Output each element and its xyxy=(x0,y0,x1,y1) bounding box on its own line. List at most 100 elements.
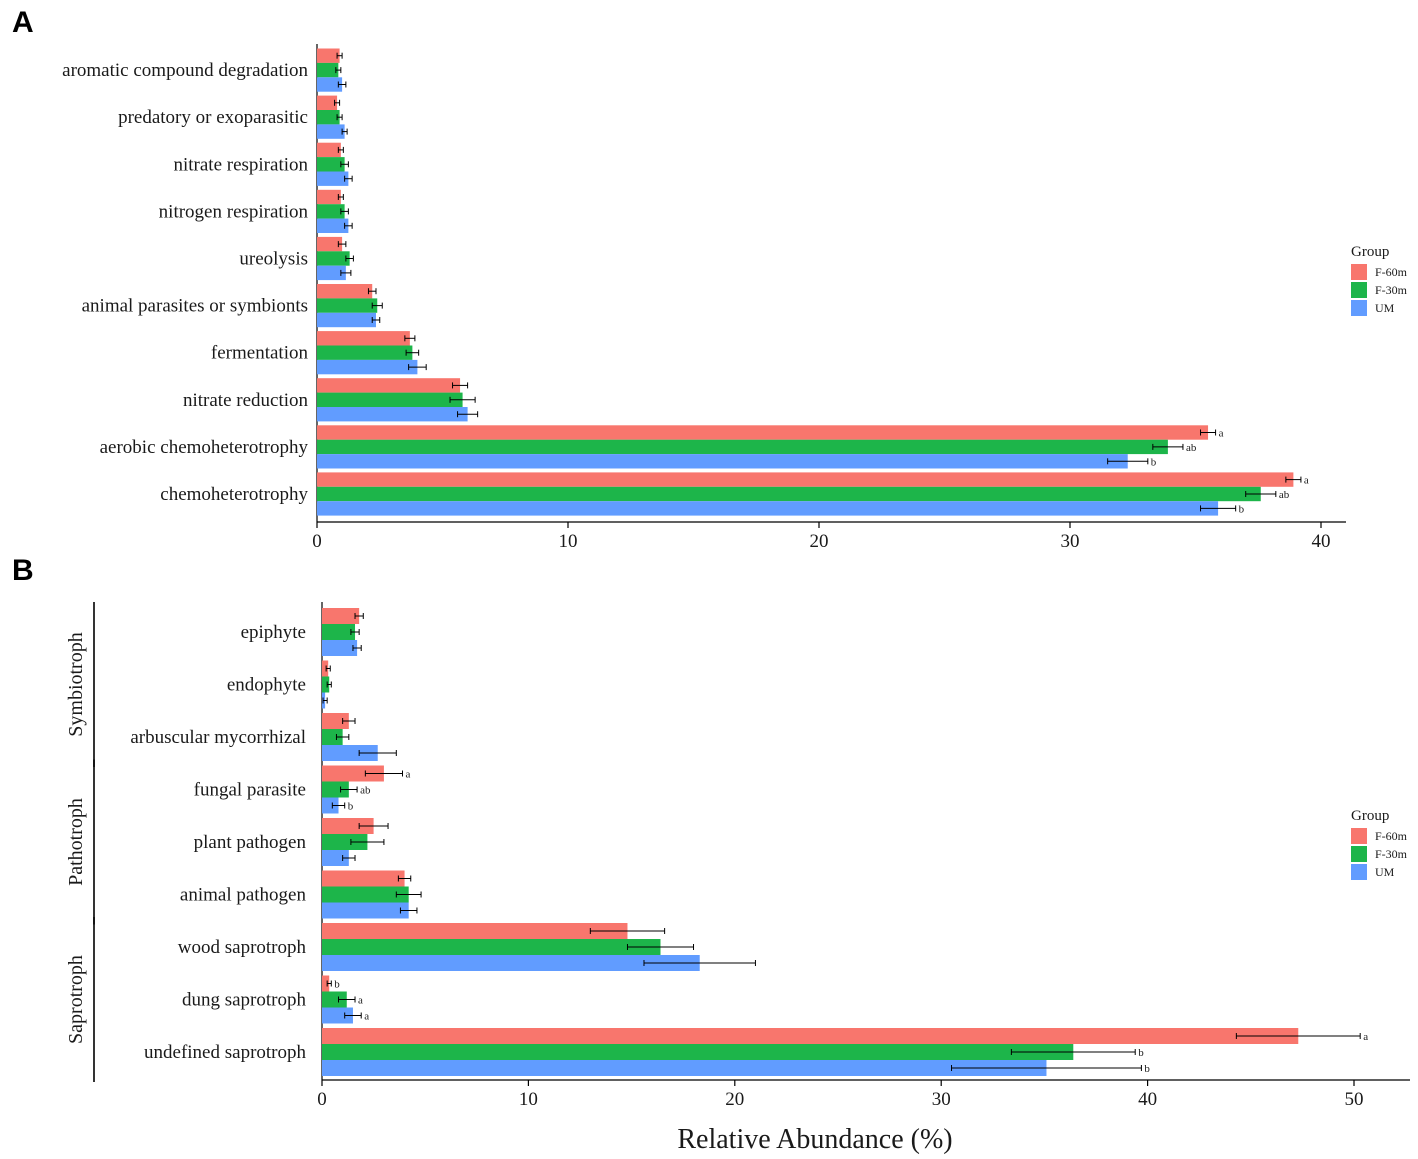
bar-f-30m xyxy=(317,392,463,407)
legend-swatch xyxy=(1351,300,1367,316)
significance-label: a xyxy=(405,769,410,781)
bar-um xyxy=(317,218,349,233)
bar-f-60m xyxy=(322,713,349,729)
x-tick-label: 40 xyxy=(1138,1089,1157,1110)
bar-um xyxy=(317,312,376,328)
bar-f-30m xyxy=(322,886,409,903)
x-tick-label: 0 xyxy=(312,531,322,552)
significance-label: a xyxy=(1219,428,1224,440)
legend-swatch xyxy=(1351,282,1367,298)
bar-f-30m xyxy=(317,62,339,78)
bar-f-30m xyxy=(317,486,1261,502)
significance-label: ab xyxy=(1279,489,1290,501)
bar-f-60m xyxy=(317,48,340,63)
bar-um xyxy=(317,359,418,375)
category-label: animal parasites or symbionts xyxy=(82,296,308,317)
legend-swatch xyxy=(1351,828,1367,844)
bar-f-60m xyxy=(317,378,461,393)
significance-label: b xyxy=(348,801,354,813)
category-label: chemoheterotrophy xyxy=(160,484,308,505)
x-tick-label: 30 xyxy=(1061,531,1080,552)
category-label: nitrate respiration xyxy=(173,154,308,175)
bar-um xyxy=(317,124,345,139)
bar-f-60m xyxy=(317,331,410,346)
bar-um xyxy=(317,77,343,92)
bar-um xyxy=(322,902,409,919)
legend-label: F-30m xyxy=(1375,283,1408,297)
bar-um xyxy=(322,745,378,761)
bar-um xyxy=(317,265,346,281)
legend-label: UM xyxy=(1375,301,1395,315)
group-label: Pathotroph xyxy=(65,798,87,886)
significance-label: a xyxy=(1304,475,1309,487)
significance-label: a xyxy=(364,1011,369,1023)
panel-letter-b: B xyxy=(12,554,34,587)
category-label: dung saprotroph xyxy=(182,990,307,1011)
bar-f-30m xyxy=(322,624,356,640)
bar-f-60m xyxy=(322,870,405,887)
bar-f-60m xyxy=(317,189,341,205)
x-tick-label: 30 xyxy=(932,1089,951,1110)
significance-label: a xyxy=(1363,1031,1368,1043)
category-label: nitrogen respiration xyxy=(159,201,309,222)
bar-f-60m xyxy=(317,142,341,158)
legend-label: F-60m xyxy=(1375,265,1408,279)
category-label: predatory or exoparasitic xyxy=(118,107,308,128)
x-axis-label: Relative Abundance (%) xyxy=(677,1124,952,1155)
bar-f-60m xyxy=(322,818,374,834)
category-label: epiphyte xyxy=(241,622,306,643)
bar-f-30m xyxy=(322,834,368,850)
bar-f-30m xyxy=(317,298,378,313)
bar-f-60m xyxy=(322,1028,1299,1044)
bar-um xyxy=(322,640,358,656)
bar-f-30m xyxy=(322,1044,1074,1060)
legend-swatch xyxy=(1351,846,1367,862)
bar-f-30m xyxy=(317,251,350,266)
bar-um xyxy=(322,1007,353,1024)
bar-f-60m xyxy=(317,425,1209,440)
bar-um xyxy=(322,797,339,814)
significance-label: ab xyxy=(1186,442,1197,454)
x-tick-label: 0 xyxy=(317,1089,327,1110)
bar-f-30m xyxy=(317,157,345,172)
x-tick-label: 10 xyxy=(559,531,578,552)
significance-label: b xyxy=(1144,1063,1150,1075)
group-label: Symbiotroph xyxy=(65,632,87,736)
category-label: wood saprotroph xyxy=(178,937,307,958)
bar-um xyxy=(322,955,700,971)
legend-title: Group xyxy=(1351,244,1389,260)
category-label: aromatic compound degradation xyxy=(62,60,308,81)
panel-letter-a: A xyxy=(12,6,34,39)
significance-label: a xyxy=(358,995,363,1007)
legend-label: F-30m xyxy=(1375,847,1408,861)
bar-f-30m xyxy=(322,991,347,1008)
category-label: plant pathogen xyxy=(194,832,307,853)
x-tick-label: 10 xyxy=(519,1089,538,1110)
category-label: animal pathogen xyxy=(180,885,307,906)
category-label: fungal parasite xyxy=(194,780,306,801)
bar-f-60m xyxy=(322,765,384,782)
bar-f-30m xyxy=(317,110,340,125)
bar-f-30m xyxy=(322,729,343,745)
bar-um xyxy=(322,850,349,866)
x-tick-label: 40 xyxy=(1312,531,1331,552)
legend-swatch xyxy=(1351,864,1367,880)
category-label: nitrate reduction xyxy=(183,390,309,411)
significance-label: b xyxy=(1239,503,1245,515)
bar-f-60m xyxy=(317,472,1294,487)
bar-um xyxy=(317,501,1219,516)
legend-swatch xyxy=(1351,264,1367,280)
bar-um xyxy=(317,454,1128,469)
category-label: ureolysis xyxy=(239,249,308,270)
significance-label: b xyxy=(334,979,340,991)
bar-f-30m xyxy=(317,345,413,360)
significance-label: b xyxy=(1151,456,1157,468)
category-label: aerobic chemoheterotrophy xyxy=(100,437,309,458)
category-label: endophyte xyxy=(227,675,306,696)
category-label: undefined saprotroph xyxy=(144,1042,306,1063)
bar-f-60m xyxy=(322,660,329,677)
legend-label: F-60m xyxy=(1375,829,1408,843)
significance-label: ab xyxy=(360,785,371,797)
bar-f-60m xyxy=(317,284,373,299)
